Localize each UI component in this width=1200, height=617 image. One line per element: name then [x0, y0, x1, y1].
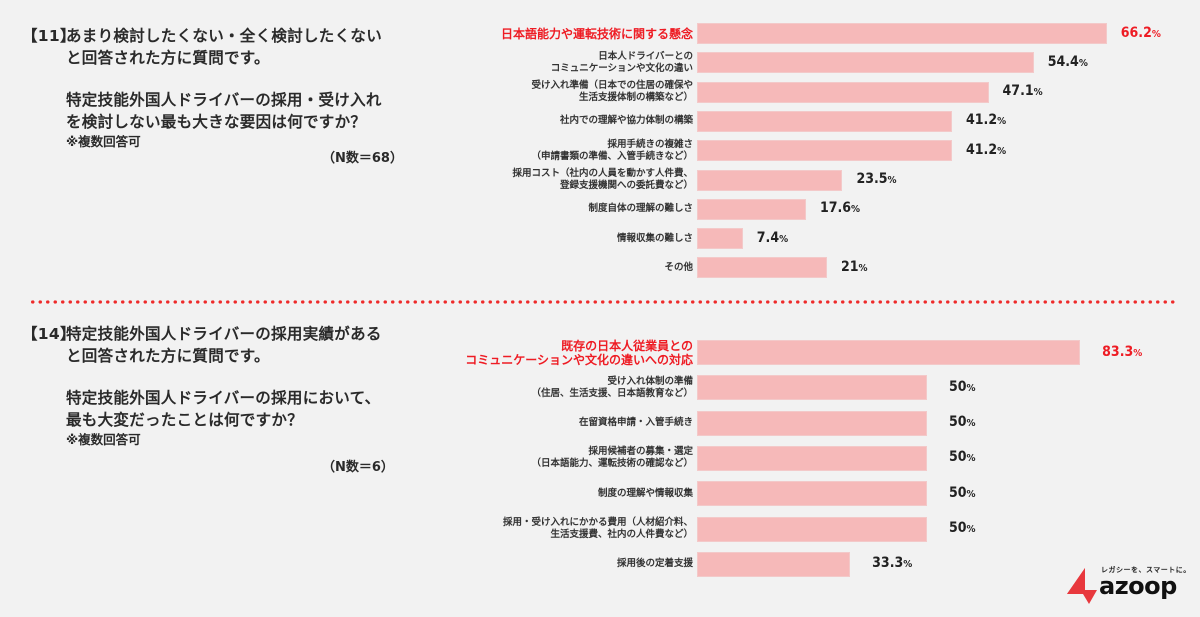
category-label: 採用コスト（社内の人員を動かす人件費、 登録支援機関への委託費など） — [512, 168, 693, 191]
q11-sample-size: （N数＝68） — [322, 151, 403, 166]
category-label: 在留資格申請・入管手続き — [578, 417, 693, 429]
q11-question-block: 【11】あまり検討したくない・全く検討したくない と回答された方に質問です。 特… — [22, 25, 422, 151]
q14-number: 【14】 — [22, 325, 76, 343]
value-label: 50% — [949, 414, 976, 431]
value-label: 50% — [949, 484, 976, 501]
value-label: 41.2% — [966, 112, 1007, 129]
category-label: その他 — [664, 261, 693, 273]
bar — [697, 375, 927, 401]
value-label: 7.4% — [756, 229, 789, 246]
bar — [697, 516, 927, 542]
q11-question-line-1: 特定技能外国人ドライバーの採用・受け入れ — [66, 91, 382, 109]
category-label: 採用・受け入れにかかる費用（人材紹介料、 生活支援費、社内の人件費など） — [502, 517, 693, 540]
category-label: 採用後の定着支援 — [616, 558, 693, 570]
q11-number: 【11】 — [22, 27, 76, 45]
value-label: 33.3% — [872, 555, 913, 572]
bar — [697, 410, 927, 436]
q14-question-block: 【14】特定技能外国人ドライバーの採用実績がある と回答された方に質問です。 特… — [22, 323, 422, 449]
value-label: 41.2% — [966, 141, 1007, 158]
category-label: 受け入れ準備（日本での住居の確保や 生活支援体制の構築など） — [531, 80, 693, 104]
bar — [697, 23, 1107, 44]
bar — [697, 81, 989, 103]
q14-multiple-answer-note: ※複数回答可 — [66, 432, 141, 447]
bar — [697, 445, 927, 471]
category-label: 日本語能力や運転技術に関する懸念 — [500, 26, 693, 41]
bar — [697, 257, 827, 279]
lightning-mark-icon — [1067, 568, 1097, 604]
value-label: 50% — [949, 449, 976, 466]
azoop-logo: レガシーを、スマートに。 azoop — [1067, 563, 1192, 608]
logo-wordmark: azoop — [1099, 572, 1177, 600]
q11-intro-line-2: と回答された方に質問です。 — [66, 49, 270, 67]
bar — [697, 52, 1034, 74]
value-label: 50% — [949, 378, 976, 395]
value-label: 47.1% — [1002, 83, 1043, 100]
value-label: 21% — [840, 258, 868, 275]
category-label: 社内での理解や協力体制の構築 — [559, 115, 693, 127]
category-label: 既存の日本人従業員との コミュニケーションや文化の違いへの対応 — [465, 338, 693, 367]
bar — [697, 228, 743, 250]
category-label: 制度自体の理解の難しさ — [588, 203, 693, 215]
bar — [697, 110, 953, 132]
category-label: 日本人ドライバーとの コミュニケーションや文化の違い — [550, 50, 693, 74]
section-divider — [29, 300, 1175, 304]
q11-multiple-answer-note: ※複数回答可 — [66, 134, 141, 149]
q14-intro-line-2: と回答された方に質問です。 — [66, 347, 270, 365]
bar — [697, 140, 953, 162]
q11-intro-line-1: あまり検討したくない・全く検討したくない — [66, 27, 383, 45]
category-label: 受け入れ体制の準備 （住居、生活支援、日本語教育など） — [531, 375, 693, 399]
logo-tagline: レガシーを、スマートに。 — [1101, 566, 1191, 574]
value-label: 66.2% — [1120, 24, 1161, 41]
bar — [697, 481, 927, 507]
category-label: 制度の理解や情報収集 — [597, 487, 693, 499]
value-label: 17.6% — [819, 200, 861, 217]
q14-question-line-1: 特定技能外国人ドライバーの採用において、 — [66, 389, 381, 407]
bar — [697, 340, 1081, 365]
category-label: 採用候補者の募集・選定 （日本語能力、運転技術の確認など） — [531, 446, 693, 470]
bar — [697, 551, 851, 577]
q14-intro-line-1: 特定技能外国人ドライバーの採用実績がある — [66, 325, 382, 343]
category-label: 情報収集の難しさ — [616, 232, 693, 244]
value-label: 54.4% — [1047, 53, 1088, 70]
q11-question-line-2: を検討しない最も大きな要因は何ですか？ — [66, 113, 367, 131]
bar — [697, 198, 806, 220]
value-label: 23.5% — [856, 171, 897, 187]
value-label: 83.3% — [1102, 343, 1143, 360]
category-label: 採用手続きの複雑さ （申請書類の準備、入管手続きなど） — [531, 138, 693, 162]
q14-sample-size: （N数＝6） — [322, 460, 394, 475]
q14-question-line-2: 最も大変だったことは何ですか？ — [66, 411, 304, 429]
value-label: 50% — [949, 520, 976, 536]
bar — [697, 169, 843, 191]
